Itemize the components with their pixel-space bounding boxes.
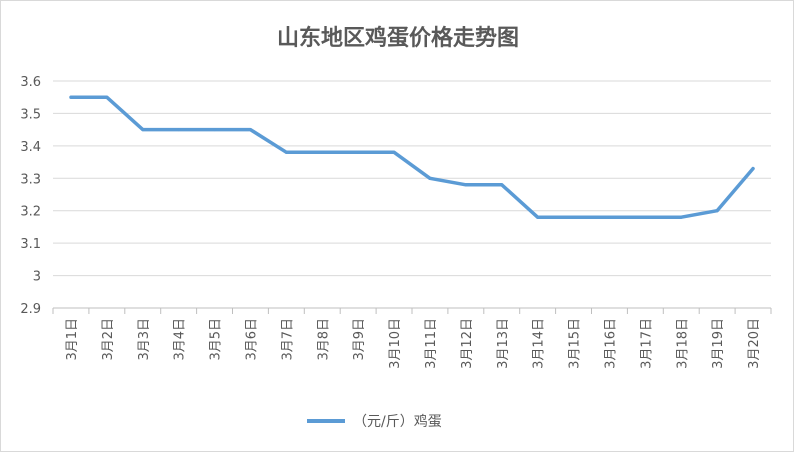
data-point: [320, 150, 324, 154]
data-point: [464, 183, 468, 187]
data-point: [428, 176, 432, 180]
y-tick-label: 3.2: [20, 205, 41, 220]
data-point: [248, 128, 252, 132]
x-tick-label: 3月20日: [747, 318, 762, 369]
y-tick-label: 3.1: [20, 237, 41, 252]
x-tick-label: 3月16日: [603, 318, 618, 369]
x-tick-label: 3月10日: [388, 318, 403, 369]
data-point: [213, 128, 217, 132]
data-point: [607, 215, 611, 219]
data-point: [69, 95, 73, 99]
data-point: [715, 209, 719, 213]
x-tick-label: 3月19日: [711, 318, 726, 369]
x-tick-label: 3月9日: [352, 318, 367, 361]
data-point: [500, 183, 504, 187]
x-tick-label: 3月5日: [209, 318, 224, 361]
series-layer: [69, 95, 755, 219]
x-tick-label: 3月6日: [244, 318, 259, 361]
y-tick-label: 3.6: [20, 75, 41, 90]
data-point: [392, 150, 396, 154]
x-tick-label: 3月7日: [280, 318, 295, 361]
legend-label: （元/斤）鸡蛋: [353, 413, 442, 430]
x-tick-label: 3月1日: [65, 318, 80, 361]
data-point: [751, 167, 755, 171]
y-tick-label: 2.9: [20, 302, 41, 317]
x-tick-label: 3月11日: [424, 318, 439, 369]
legend: （元/斤）鸡蛋: [307, 413, 442, 430]
chart-title: 山东地区鸡蛋价格走势图: [277, 25, 519, 51]
y-axis: 2.9 3 3.1 3.2 3.3 3.4 3.5 3.6: [20, 75, 41, 317]
x-tick-label: 3月13日: [496, 318, 511, 369]
x-tick-label: 3月8日: [316, 318, 331, 361]
data-point: [356, 150, 360, 154]
data-point: [643, 215, 647, 219]
x-tick-label: 3月17日: [639, 318, 654, 369]
x-tick-label: 3月15日: [568, 318, 583, 369]
data-point: [284, 150, 288, 154]
series-line: [69, 95, 755, 219]
y-tick-label: 3.3: [20, 172, 41, 187]
gridlines: [53, 80, 771, 309]
x-tick-label: 3月12日: [460, 318, 475, 369]
data-point: [679, 215, 683, 219]
data-point: [572, 215, 576, 219]
x-tick-label: 3月14日: [532, 318, 547, 369]
data-point: [177, 128, 181, 132]
data-point: [536, 215, 540, 219]
y-tick-label: 3: [33, 270, 41, 285]
x-tick-label: 3月3日: [137, 318, 152, 361]
y-tick-label: 3.5: [20, 107, 41, 122]
x-tick-label: 3月18日: [675, 318, 690, 369]
x-tick-label: 3月2日: [101, 318, 116, 361]
x-tick-label: 3月4日: [173, 318, 188, 361]
x-axis: 3月1日 3月2日 3月3日 3月4日 3月5日 3月6日 3月7日 3月8日 3月9日 3月10…: [52, 308, 772, 369]
data-point: [141, 128, 145, 132]
y-tick-label: 3.4: [20, 140, 41, 155]
data-point: [105, 95, 109, 99]
